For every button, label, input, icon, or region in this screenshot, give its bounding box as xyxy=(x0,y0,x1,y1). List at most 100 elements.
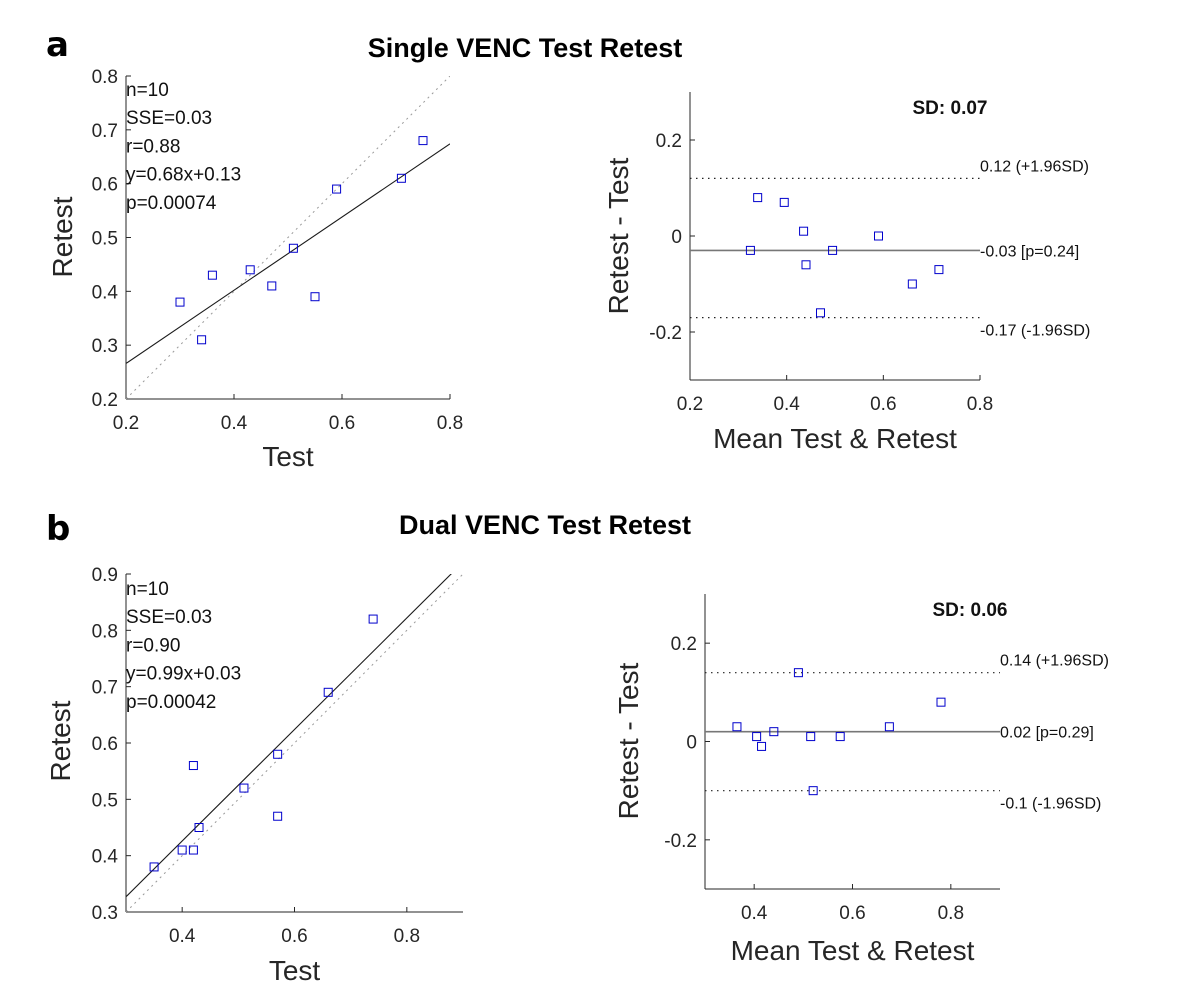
upper-limit-label: 0.12 (+1.96SD) xyxy=(980,158,1089,175)
y-tick-label: 0.6 xyxy=(92,734,118,755)
data-point xyxy=(396,173,406,183)
stat-line: n=10 xyxy=(126,579,169,600)
y-tick-label: 0.3 xyxy=(92,336,118,357)
data-point xyxy=(175,297,185,307)
regression-line xyxy=(126,143,450,364)
data-point xyxy=(310,292,320,302)
x-tick-label: 0.6 xyxy=(329,413,355,434)
y-tick-label: 0.5 xyxy=(92,790,118,811)
data-point xyxy=(368,614,378,624)
y-tick-label: 0.9 xyxy=(92,565,118,586)
x-tick-label: 0.8 xyxy=(938,903,964,924)
data-point xyxy=(288,243,298,253)
x-tick-label: 0.4 xyxy=(741,903,768,924)
data-point xyxy=(149,862,159,872)
x-axis-label: Mean Test & Retest xyxy=(713,423,957,454)
data-point xyxy=(745,245,755,255)
x-tick-label: 0.4 xyxy=(221,413,248,434)
data-point xyxy=(732,722,742,732)
x-axis-label: Test xyxy=(269,955,321,986)
sd-label: SD: 0.07 xyxy=(913,98,988,119)
y-tick-label: -0.2 xyxy=(649,323,682,344)
stat-line: n=10 xyxy=(126,80,169,101)
single-venc-correlation-chart: 0.2 0.4 0.6 0.8 0.2 0.3 0.4 0.5 0.6 0.7 0.8 Test Ret… xyxy=(47,67,463,472)
data-point xyxy=(753,193,763,203)
data-point xyxy=(799,226,809,236)
data-point xyxy=(874,231,883,241)
x-tick-label: 0.6 xyxy=(281,926,307,947)
stat-line: y=0.68x+0.13 xyxy=(126,165,241,186)
y-tick-label: 0 xyxy=(671,227,682,248)
y-tick-label: 0.2 xyxy=(92,390,118,411)
data-point xyxy=(239,783,249,793)
y-tick-label: 0.2 xyxy=(656,131,682,152)
x-tick-label: 0.6 xyxy=(839,903,865,924)
y-tick-label: 0.7 xyxy=(92,678,118,699)
single-venc-bland-altman-chart: 0.2 0.4 0.6 0.8 -0.2 0 0.2 Mean Test & Retest Re… xyxy=(603,92,1090,454)
y-tick-label: 0.2 xyxy=(671,634,697,655)
stat-line: r=0.88 xyxy=(126,136,180,157)
panel-a-letter: a xyxy=(46,25,69,65)
identity-line xyxy=(126,574,463,912)
data-point xyxy=(806,732,816,742)
y-tick-label: 0.6 xyxy=(92,175,118,196)
data-point xyxy=(816,308,825,318)
data-point xyxy=(197,335,207,345)
y-tick-label: 0.7 xyxy=(92,121,118,142)
data-point xyxy=(769,727,779,737)
y-axis-label: Retest xyxy=(45,700,76,781)
x-tick-label: 0.8 xyxy=(967,394,993,415)
data-point xyxy=(757,741,767,751)
stat-line: SSE=0.03 xyxy=(126,607,212,628)
x-tick-label: 0.2 xyxy=(113,413,139,434)
x-axis-label: Test xyxy=(262,441,314,472)
data-point xyxy=(273,749,283,759)
data-point xyxy=(808,786,818,796)
y-axis-label: Retest - Test xyxy=(603,157,634,314)
dual-venc-correlation-chart: 0.4 0.6 0.8 0.3 0.4 0.5 0.6 0.7 0.8 0.9 Test Retest… xyxy=(45,565,463,986)
dual-venc-bland-altman-chart: 0.4 0.6 0.8 -0.2 0 0.2 Mean Test & Retest Retes… xyxy=(613,594,1109,966)
data-point xyxy=(332,184,342,194)
identity-line xyxy=(126,76,450,399)
data-point xyxy=(273,811,283,821)
y-tick-label: 0.8 xyxy=(92,621,118,642)
x-tick-label: 0.8 xyxy=(394,926,420,947)
y-tick-label: 0.3 xyxy=(92,903,118,924)
data-point xyxy=(177,845,187,855)
data-point xyxy=(267,281,277,291)
stat-line: p=0.00042 xyxy=(126,692,216,713)
data-point xyxy=(828,245,838,255)
stat-line: y=0.99x+0.03 xyxy=(126,664,241,685)
data-point xyxy=(188,761,198,771)
y-tick-label: -0.2 xyxy=(664,831,697,852)
data-point xyxy=(188,845,198,855)
data-point xyxy=(907,279,917,289)
data-point xyxy=(884,722,894,732)
y-axis-label: Retest xyxy=(47,196,78,277)
data-point xyxy=(779,197,789,207)
y-tick-label: 0.4 xyxy=(92,282,119,303)
data-point xyxy=(835,732,845,742)
panel-b-letter: b xyxy=(46,509,70,549)
data-point xyxy=(245,265,255,275)
data-point xyxy=(194,823,204,832)
data-point xyxy=(936,697,946,707)
stat-line: SSE=0.03 xyxy=(126,108,212,129)
stat-line: p=0.00074 xyxy=(126,193,217,214)
y-tick-label: 0.8 xyxy=(92,67,118,88)
lower-limit-label: -0.1 (-1.96SD) xyxy=(1000,796,1101,813)
data-point xyxy=(207,270,217,280)
y-tick-label: 0 xyxy=(686,733,697,754)
x-tick-label: 0.6 xyxy=(870,394,896,415)
lower-limit-label: -0.17 (-1.96SD) xyxy=(980,323,1090,340)
x-tick-label: 0.2 xyxy=(677,394,703,415)
x-tick-label: 0.4 xyxy=(169,926,196,947)
x-axis-label: Mean Test & Retest xyxy=(731,935,975,966)
data-point xyxy=(752,732,762,742)
data-point xyxy=(934,265,944,275)
data-point xyxy=(418,136,428,146)
y-tick-label: 0.4 xyxy=(92,847,119,868)
mean-difference-label: 0.02 [p=0.29] xyxy=(1000,725,1094,742)
data-point xyxy=(801,260,811,270)
